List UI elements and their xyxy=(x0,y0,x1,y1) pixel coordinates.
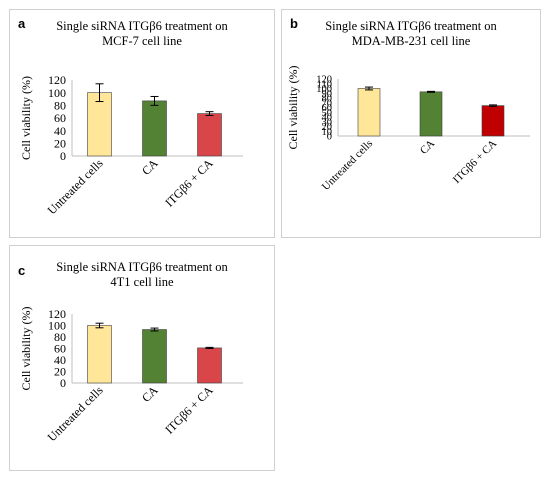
y-tick-label: 60 xyxy=(322,103,333,114)
panel-label: c xyxy=(18,263,26,278)
y-tick-label: 30 xyxy=(322,117,333,128)
chart-panel-a: a Single siRNA ITGβ6 treatment on MCF-7 … xyxy=(9,9,275,238)
y-tick-label: 20 xyxy=(54,137,66,151)
y-tick-label: 0 xyxy=(60,149,66,163)
chart-panel-c: c Single siRNA ITGβ6 treatment on 4T1 ce… xyxy=(9,245,275,471)
bar xyxy=(357,88,381,137)
chart-panel-b: b Single siRNA ITGβ6 treatment on MDA-MB… xyxy=(281,9,541,238)
chart-title-line-1: Single siRNA ITGβ6 treatment on xyxy=(325,19,497,33)
bar xyxy=(87,325,112,384)
bar xyxy=(197,347,222,384)
bar xyxy=(419,91,443,137)
x-category-label: ITGβ6 + CA xyxy=(451,138,499,186)
y-axis-label: Cell viability (%) xyxy=(19,76,33,160)
panel-label: b xyxy=(290,16,298,31)
y-tick-label: 100 xyxy=(48,319,66,333)
y-tick-label: 20 xyxy=(54,365,66,379)
x-category-label: CA xyxy=(418,138,437,157)
x-category-label: Untreated cells xyxy=(45,383,106,444)
y-tick-label: 0 xyxy=(60,376,66,390)
y-tick-label: 40 xyxy=(322,113,333,124)
y-tick-label: 120 xyxy=(48,73,66,87)
y-tick-label: 80 xyxy=(322,94,333,105)
y-tick-label: 90 xyxy=(322,89,333,100)
chart-title-line-1: Single siRNA ITGβ6 treatment on xyxy=(56,260,228,274)
chart-title: Single siRNA ITGβ6 treatment on 4T1 cell… xyxy=(10,260,274,290)
x-category-label: Untreated cells xyxy=(45,156,106,217)
y-tick-label: 60 xyxy=(54,342,66,356)
y-tick-label: 80 xyxy=(54,330,66,344)
chart-title-line-1: Single siRNA ITGβ6 treatment on xyxy=(56,19,228,33)
y-tick-label: 100 xyxy=(48,86,66,100)
x-category-label: CA xyxy=(139,383,161,405)
y-tick-label: 120 xyxy=(316,75,332,86)
bar xyxy=(142,100,167,157)
chart-title: Single siRNA ITGβ6 treatment on MCF-7 ce… xyxy=(10,19,274,49)
y-tick-label: 0 xyxy=(327,132,332,143)
y-tick-label: 120 xyxy=(48,307,66,321)
x-category-label: ITGβ6 + CA xyxy=(162,156,216,210)
y-tick-label: 40 xyxy=(54,353,66,367)
y-tick-label: 40 xyxy=(54,124,66,138)
y-tick-label: 20 xyxy=(322,122,333,133)
chart-title: Single siRNA ITGβ6 treatment on MDA-MB-2… xyxy=(282,19,540,49)
x-category-label: ITGβ6 + CA xyxy=(162,383,216,437)
x-category-label: Untreated cells xyxy=(320,138,375,193)
y-axis-label: Cell viability (%) xyxy=(286,66,300,150)
x-category-label: CA xyxy=(139,156,161,178)
y-tick-label: 10 xyxy=(322,127,333,138)
bar xyxy=(142,329,167,384)
y-axis-label: Cell viability (%) xyxy=(19,307,33,391)
y-tick-label: 110 xyxy=(317,79,332,90)
y-tick-label: 50 xyxy=(322,108,333,119)
panel-label: a xyxy=(18,16,26,31)
chart-title-line-2: MCF-7 cell line xyxy=(102,34,182,48)
y-tick-label: 80 xyxy=(54,99,66,113)
y-tick-label: 60 xyxy=(54,111,66,125)
y-tick-label: 100 xyxy=(316,84,332,95)
bar xyxy=(481,105,505,137)
chart-title-line-2: 4T1 cell line xyxy=(110,275,174,289)
chart-title-line-2: MDA-MB-231 cell line xyxy=(351,34,471,48)
bar xyxy=(87,92,112,157)
y-tick-label: 70 xyxy=(322,98,333,109)
bar xyxy=(197,113,222,157)
